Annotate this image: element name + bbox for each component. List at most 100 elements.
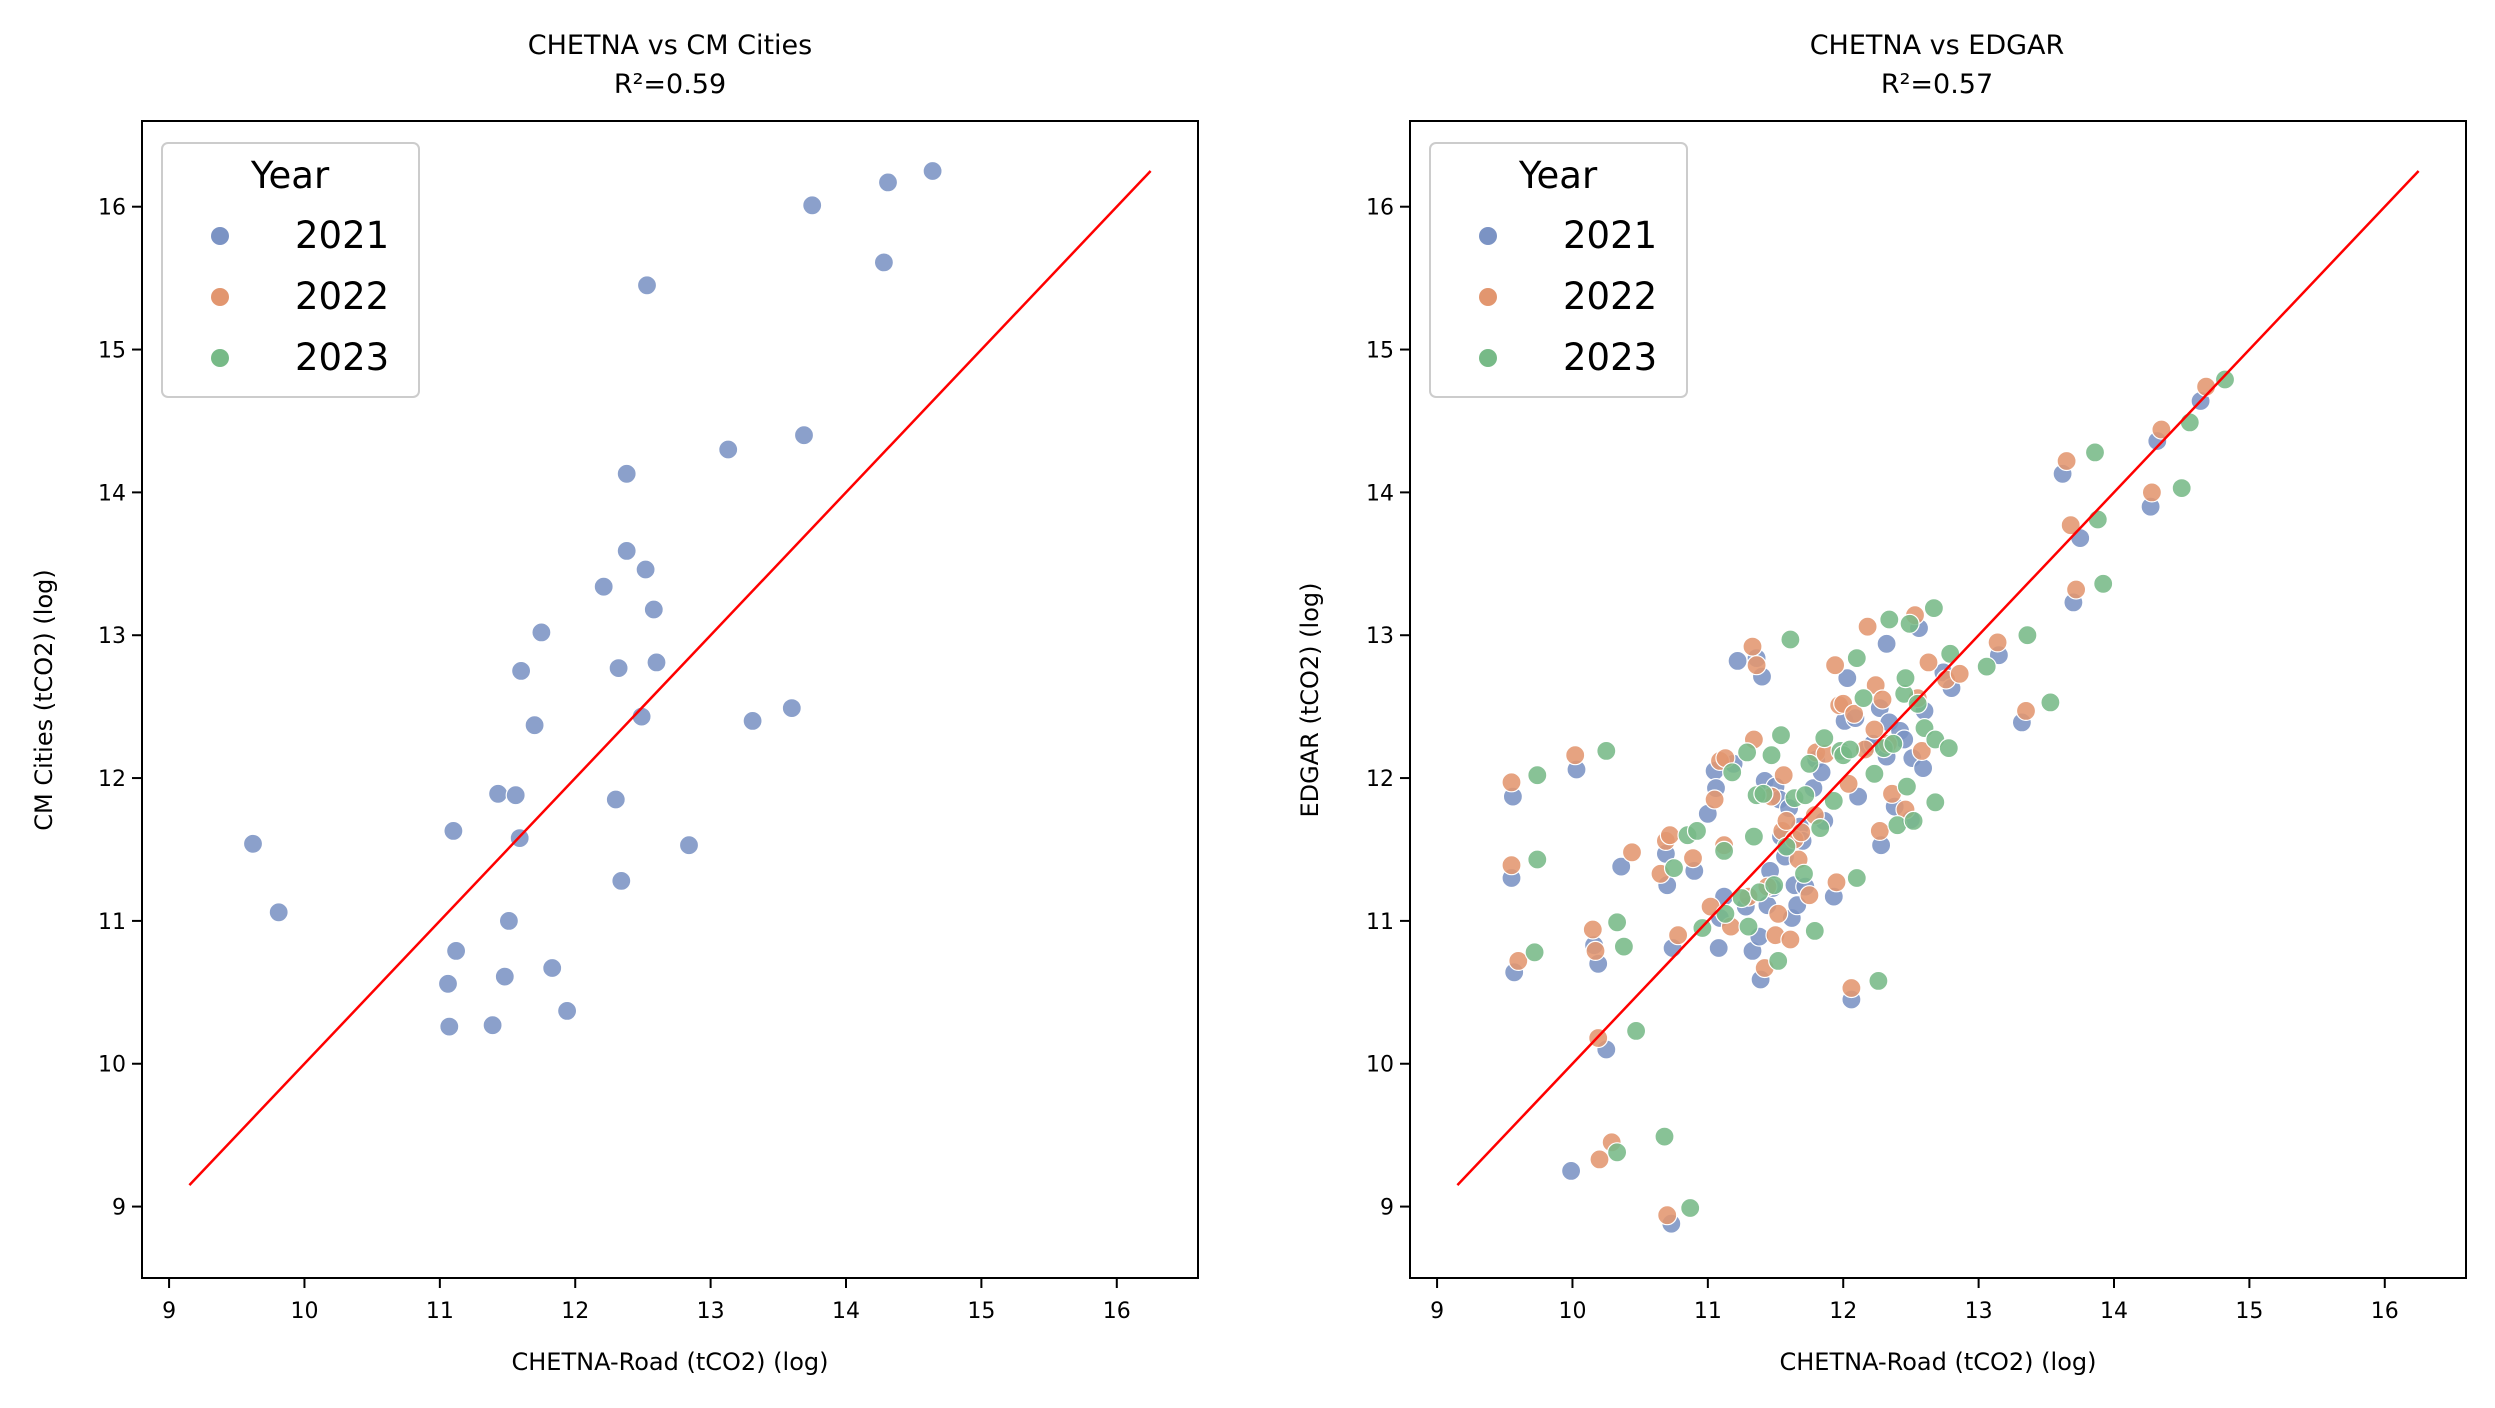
- point-2023: [1736, 742, 1758, 763]
- point-2023: [1846, 867, 1867, 889]
- chart-subtitle: R²=0.57: [1881, 69, 1993, 100]
- point-2022: [1657, 1205, 1678, 1226]
- point-2021: [531, 622, 552, 643]
- x-tick-label: 9: [162, 1299, 176, 1324]
- legend-marker-2023: [1479, 349, 1497, 367]
- x-axis-ticks: 9 10 11 12 13 14 15 16: [162, 1278, 1131, 1324]
- point-2021: [443, 820, 464, 842]
- point-2023: [1753, 783, 1774, 804]
- y-axis-ticks: 9 10 11 12 13 14 15 16: [1366, 196, 1410, 1221]
- legend-marker-2021: [211, 227, 229, 245]
- point-2022: [1864, 719, 1885, 740]
- point-2023: [1923, 597, 1945, 619]
- point-2023: [2093, 573, 2114, 594]
- point-2023: [1713, 840, 1735, 862]
- point-2021: [1727, 650, 1748, 672]
- point-2022: [1565, 745, 1586, 766]
- point-2021: [524, 715, 545, 736]
- point-2022: [1987, 632, 2008, 653]
- legend-marker-2022: [1479, 288, 1497, 306]
- point-2021: [742, 710, 763, 732]
- x-tick-label: 14: [2100, 1299, 2128, 1324]
- point-2023: [1814, 727, 1835, 749]
- point-2023: [1793, 863, 1815, 884]
- y-tick-label: 14: [98, 481, 126, 506]
- point-2021: [781, 697, 802, 719]
- point-2022: [1918, 652, 1939, 673]
- point-2023: [1780, 629, 1801, 650]
- point-2022: [1799, 885, 1820, 906]
- point-2022: [1501, 855, 1522, 876]
- point-2023: [1524, 942, 1545, 963]
- y-tick-label: 13: [1366, 624, 1394, 649]
- point-2022: [1780, 929, 1801, 950]
- point-2021: [1560, 1160, 1582, 1182]
- point-2022: [1704, 789, 1725, 810]
- point-2021: [1611, 856, 1632, 877]
- point-2021: [556, 1000, 578, 1022]
- point-2023: [1823, 790, 1844, 812]
- y-axis-label: EDGAR (tCO2) (log): [1296, 583, 1324, 818]
- point-2022: [2060, 515, 2081, 536]
- y-tick-label: 16: [98, 196, 126, 221]
- point-2021: [678, 835, 700, 856]
- point-2022: [2141, 482, 2162, 503]
- point-2021: [1708, 937, 1729, 959]
- point-2023: [1654, 1126, 1675, 1147]
- legend-marker-2023: [211, 349, 229, 367]
- point-2023: [1925, 792, 1946, 813]
- point-2022: [1841, 977, 1862, 999]
- identity-line: [1456, 170, 2420, 1187]
- x-tick-label: 10: [1558, 1299, 1586, 1324]
- point-2023: [1795, 785, 1816, 806]
- legend-marker-2021: [1479, 227, 1497, 245]
- point-2021: [1876, 633, 1897, 654]
- x-tick-label: 12: [1829, 1299, 1857, 1324]
- x-tick-label: 14: [832, 1299, 860, 1324]
- point-2023: [1853, 687, 1874, 709]
- x-tick-label: 10: [290, 1299, 318, 1324]
- point-2021: [242, 833, 264, 854]
- point-2022: [1826, 872, 1847, 893]
- legend-entry-2022: 2022: [295, 275, 389, 318]
- point-2023: [2084, 442, 2106, 463]
- point-2022: [1838, 773, 1859, 794]
- point-2023: [2214, 369, 2236, 390]
- y-tick-label: 15: [1366, 339, 1394, 364]
- x-tick-label: 16: [2371, 1299, 2399, 1324]
- plot-area: [188, 160, 1152, 1187]
- point-2021: [616, 540, 637, 562]
- point-2022: [1508, 950, 1529, 972]
- point-2023: [1680, 1197, 1701, 1219]
- point-2022: [1746, 655, 1767, 676]
- point-2022: [1667, 925, 1689, 946]
- point-2022: [2151, 419, 2172, 440]
- point-2022: [1582, 919, 1603, 940]
- point-2023: [1883, 733, 1904, 754]
- point-2021: [873, 252, 895, 273]
- y-tick-label: 16: [1366, 196, 1394, 221]
- x-tick-label: 13: [1965, 1299, 1993, 1324]
- point-2023: [1527, 765, 1548, 786]
- chart-subtitle: R²=0.59: [614, 69, 726, 100]
- chart-cm-cities: CHETNA vs CM Cities R²=0.59 9 10 11 12 13 14 1…: [30, 30, 1199, 1376]
- x-axis-ticks: 9 10 11 12 13 14 15 16: [1430, 1278, 2399, 1324]
- x-tick-label: 11: [1694, 1299, 1722, 1324]
- legend-marker-2022: [211, 288, 229, 306]
- y-tick-label: 11: [98, 910, 126, 935]
- point-2021: [439, 1016, 460, 1037]
- point-2021: [718, 439, 739, 460]
- point-2023: [1804, 920, 1825, 942]
- x-tick-label: 15: [2235, 1299, 2263, 1324]
- chart-title: CHETNA vs EDGAR: [1810, 30, 2065, 61]
- y-tick-label: 10: [98, 1053, 126, 1078]
- x-axis-label: CHETNA-Road (tCO2) (log): [1780, 1348, 2097, 1376]
- point-2021: [505, 785, 526, 806]
- point-2023: [1895, 667, 1916, 689]
- point-2023: [1715, 903, 1736, 924]
- point-2022: [1585, 940, 1606, 962]
- point-2023: [2017, 625, 2038, 646]
- point-2021: [1837, 667, 1858, 689]
- point-2022: [1843, 703, 1865, 724]
- point-2021: [616, 463, 637, 484]
